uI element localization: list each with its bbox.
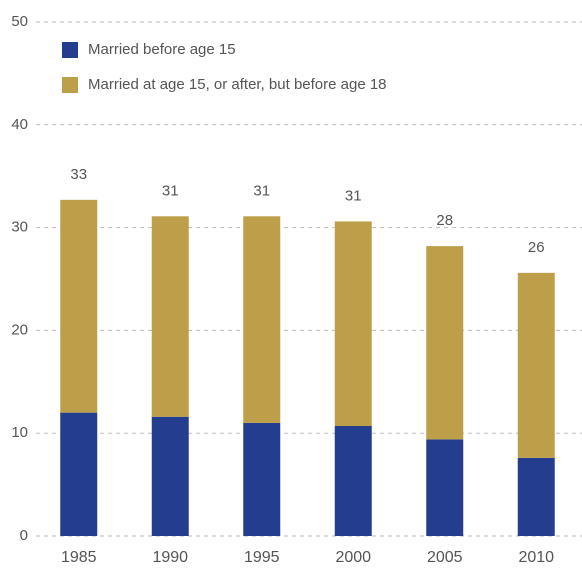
bar-segment <box>517 457 555 536</box>
y-tick-label: 20 <box>11 321 28 338</box>
legend-swatch <box>62 77 78 93</box>
bar-segment <box>60 412 98 536</box>
x-tick-label: 1990 <box>152 549 188 566</box>
y-tick-label: 50 <box>11 13 28 30</box>
total-label: 31 <box>345 187 362 204</box>
bar-segment <box>151 416 189 536</box>
x-tick-label: 1995 <box>244 549 280 566</box>
y-tick-label: 40 <box>11 116 28 133</box>
bar-segment <box>151 216 189 417</box>
bar-segment <box>426 246 464 440</box>
bar-segment <box>334 221 372 427</box>
total-label: 28 <box>436 212 453 229</box>
bar-segment <box>60 199 98 413</box>
y-tick-label: 10 <box>11 424 28 441</box>
total-label: 26 <box>528 239 545 256</box>
bar-segment <box>517 272 555 458</box>
bar-segment <box>243 422 281 536</box>
bar-segment <box>243 216 281 423</box>
x-tick-label: 2010 <box>518 549 554 566</box>
x-tick-label: 2000 <box>335 549 371 566</box>
bar-segment <box>426 439 464 536</box>
total-label: 31 <box>162 182 179 199</box>
x-tick-label: 1985 <box>61 549 97 566</box>
legend-label: Married before age 15 <box>88 41 236 58</box>
legend-label: Married at age 15, or after, but before … <box>88 76 387 93</box>
total-label: 33 <box>70 166 87 183</box>
y-tick-label: 30 <box>11 219 28 236</box>
legend-swatch <box>62 42 78 58</box>
x-tick-label: 2005 <box>427 549 463 566</box>
y-tick-label: 0 <box>20 527 28 544</box>
bar-segment <box>334 426 372 536</box>
total-label: 31 <box>253 182 270 199</box>
